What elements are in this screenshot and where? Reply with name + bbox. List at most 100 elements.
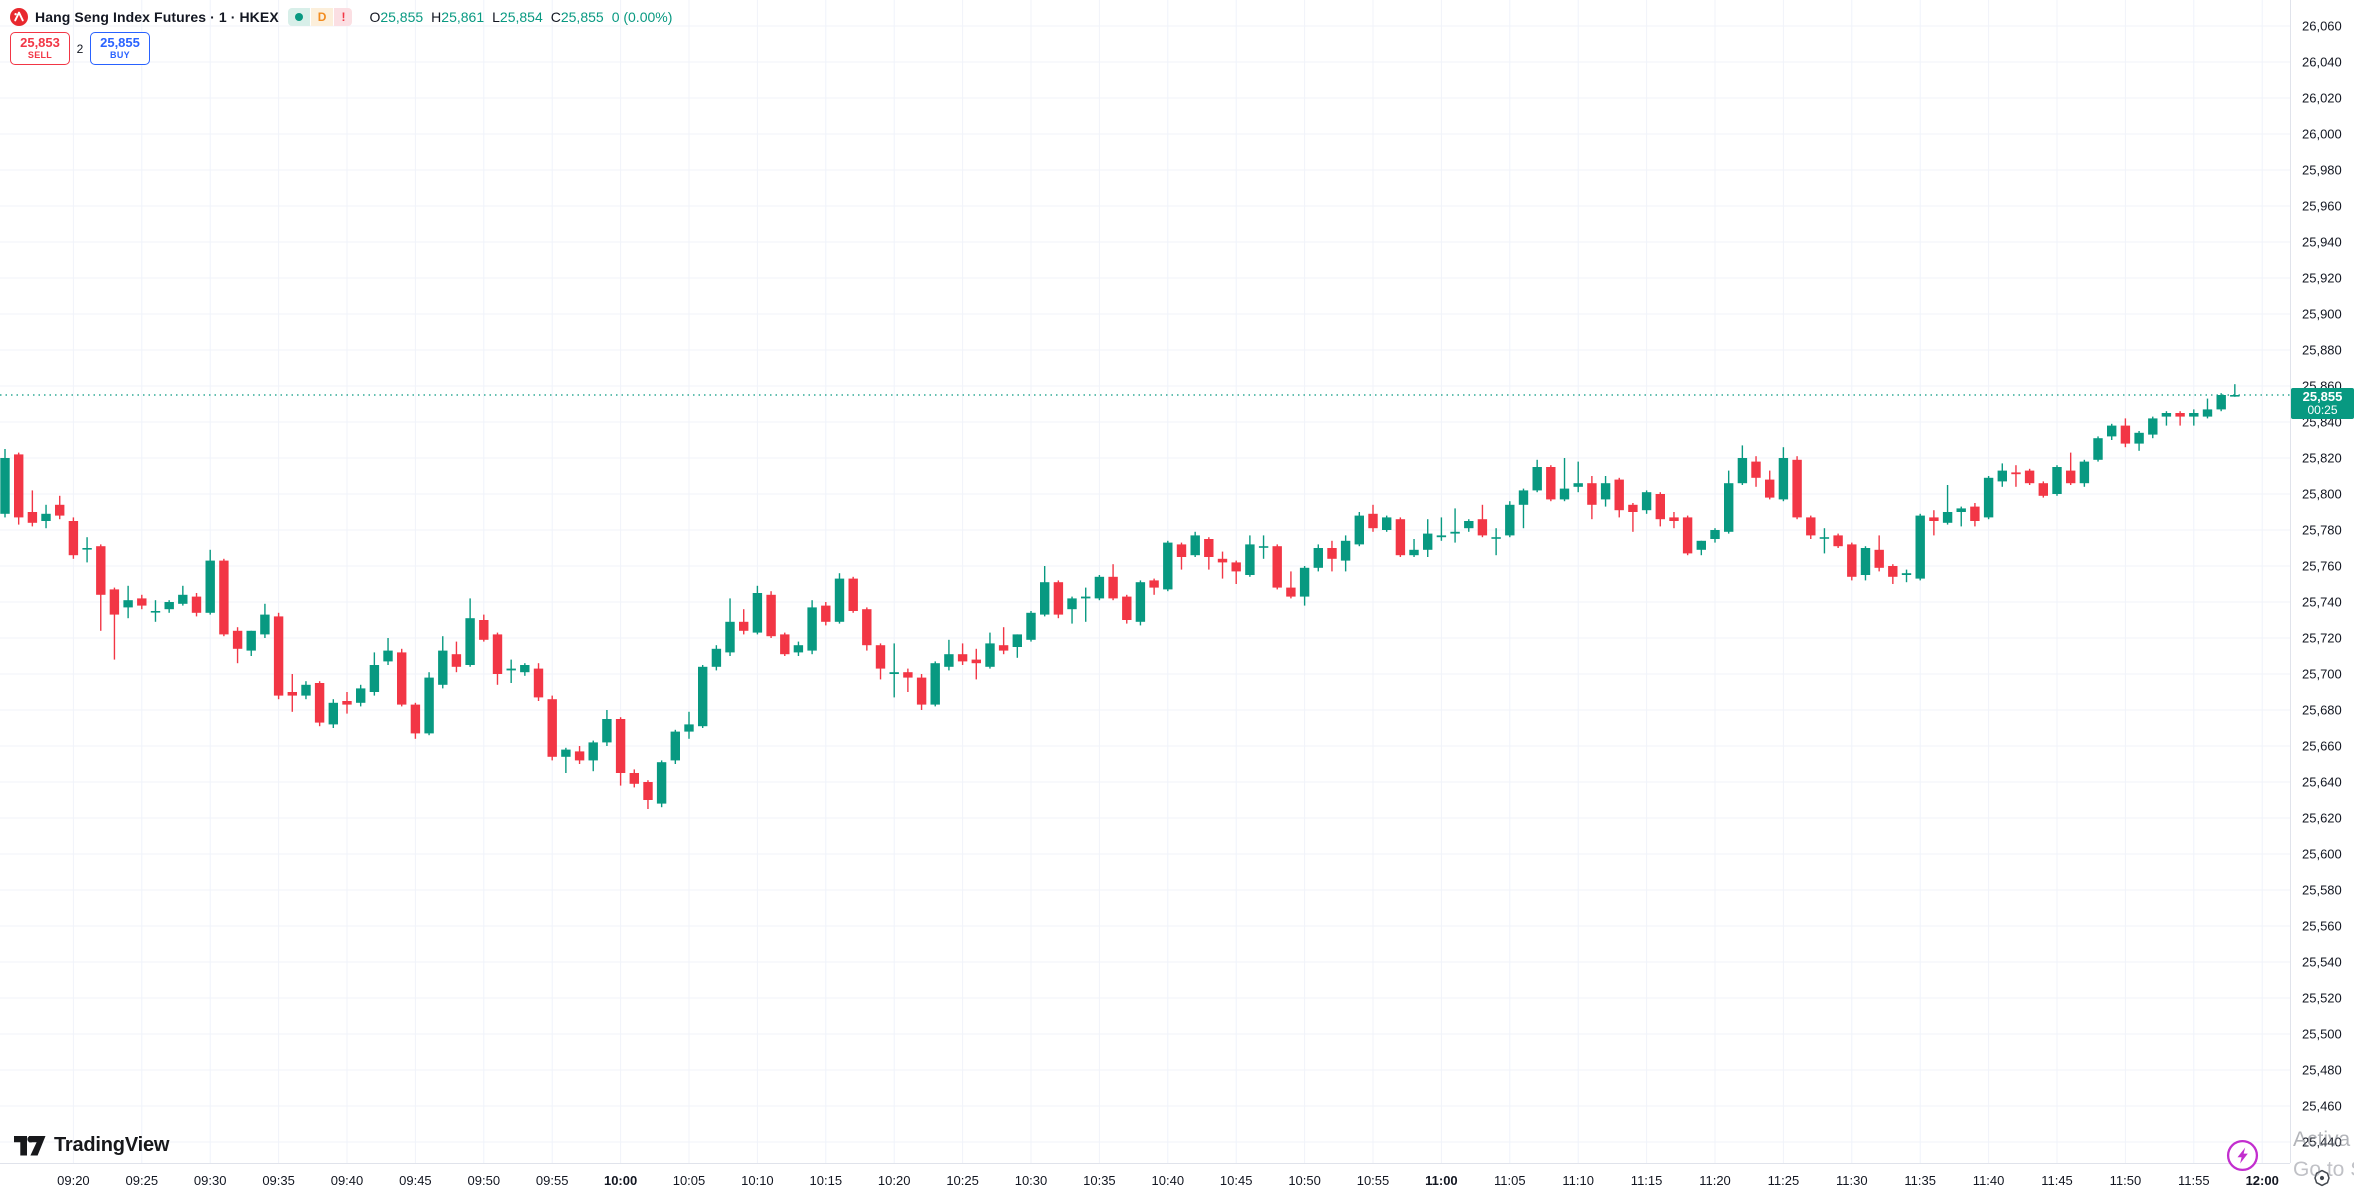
price-axis-label: 25,760 <box>2302 558 2342 574</box>
time-axis-label: 11:50 <box>2109 1173 2142 1188</box>
status-pill: D ! <box>287 8 353 26</box>
spread-value: 2 <box>76 41 84 56</box>
price-axis-label: 25,540 <box>2302 954 2342 970</box>
price-axis-label: 25,520 <box>2302 990 2342 1006</box>
time-axis-label: 09:35 <box>262 1173 295 1188</box>
price-axis-label: 25,640 <box>2302 774 2342 790</box>
time-axis-label: 11:25 <box>1767 1173 1800 1188</box>
time-axis-label: 09:20 <box>57 1173 90 1188</box>
price-axis-label: 25,660 <box>2302 738 2342 754</box>
time-axis-label: 09:30 <box>193 1173 227 1188</box>
broker-logo-icon <box>10 8 28 26</box>
price-axis-label: 25,900 <box>2302 306 2342 322</box>
time-axis-label: 10:00 <box>603 1173 638 1188</box>
time-axis-label: 10:45 <box>1219 1173 1253 1188</box>
price-axis-label: 25,600 <box>2302 846 2342 862</box>
sell-label: SELL <box>27 49 53 60</box>
time-axis-label: 12:00 <box>2245 1173 2279 1188</box>
open-value: 25,855 <box>380 9 424 25</box>
price-axis-label: 25,620 <box>2302 810 2342 826</box>
price-axis-label: 25,720 <box>2302 630 2342 646</box>
change-value: 0 (0.00%) <box>611 9 673 25</box>
daily-interval-badge[interactable]: D <box>310 8 334 26</box>
axis-settings-gear-icon[interactable] <box>2312 1168 2332 1188</box>
sell-button[interactable]: 25,853 SELL <box>10 32 70 65</box>
price-axis-label: 25,440 <box>2302 1134 2342 1150</box>
price-axis-label: 25,460 <box>2302 1098 2342 1114</box>
open-label: O <box>369 9 381 25</box>
tradingview-wordmark: TradingView <box>54 1134 170 1156</box>
time-axis-label: 11:30 <box>1836 1173 1868 1188</box>
time-axis-label: 09:25 <box>125 1173 159 1188</box>
market-status-dot-icon[interactable] <box>287 8 310 26</box>
price-axis-label: 25,740 <box>2302 594 2342 610</box>
time-axis-label: 10:05 <box>672 1173 706 1188</box>
bar-countdown: 00:25 <box>2307 403 2338 417</box>
time-axis-label: 10:35 <box>1083 1173 1116 1188</box>
buy-button[interactable]: 25,855 BUY <box>90 32 150 65</box>
time-axis-label: 09:55 <box>535 1173 569 1188</box>
time-axis-label: 09:45 <box>399 1173 432 1188</box>
buy-price: 25,855 <box>100 35 140 51</box>
time-axis-label: 11:45 <box>2041 1173 2073 1188</box>
time-axis-label: 11:20 <box>1699 1173 1731 1188</box>
price-axis-label: 25,780 <box>2302 522 2342 538</box>
current-price-value: 25,855 <box>2302 389 2343 404</box>
price-axis-label: 25,960 <box>2302 198 2342 214</box>
price-axis-label: 25,700 <box>2302 666 2342 682</box>
price-axis-label: 26,060 <box>2302 18 2342 34</box>
price-axis-label: 25,560 <box>2302 918 2342 934</box>
time-axis[interactable]: 09:20 09:25 09:30 09:35 09:40 09:45 09:50 09:55… <box>0 1163 2354 1196</box>
price-axis-label: 25,480 <box>2302 1062 2342 1078</box>
sell-price: 25,853 <box>20 35 60 51</box>
price-axis-label: 25,940 <box>2302 234 2342 250</box>
price-axis-label: 26,020 <box>2302 90 2342 106</box>
time-axis-label: 10:15 <box>809 1173 843 1188</box>
time-axis-label: 10:25 <box>946 1173 979 1188</box>
time-axis-label: 10:40 <box>1151 1173 1185 1188</box>
price-axis-label: 25,980 <box>2302 162 2342 178</box>
time-axis-label: 10:10 <box>741 1173 774 1188</box>
ohlc-readout: O25,855 H25,861 L25,854 C25,855 0 (0.00%… <box>361 9 672 25</box>
axis-corner <box>2290 1163 2354 1196</box>
time-axis-label: 10:30 <box>1014 1173 1048 1188</box>
time-axis-label: 10:55 <box>1356 1173 1390 1188</box>
symbol-legend: Hang Seng Index Futures · 1 · HKEX D ! O… <box>10 6 672 28</box>
price-axis[interactable]: 26,060 26,040 26,020 26,000 25,980 25,960 25,9… <box>2290 0 2354 1163</box>
price-axis-label: 25,880 <box>2302 342 2342 358</box>
time-axis-label: 10:50 <box>1288 1173 1321 1188</box>
low-value: 25,854 <box>499 9 543 25</box>
time-axis-label: 11:40 <box>1972 1173 2005 1188</box>
time-axis-label: 10:20 <box>877 1173 911 1188</box>
price-axis-label: 25,580 <box>2302 882 2342 898</box>
low-label: L <box>492 9 500 25</box>
close-label: C <box>550 9 561 25</box>
alert-badge[interactable]: ! <box>334 8 353 26</box>
time-axis-label: 09:50 <box>467 1173 501 1188</box>
price-axis-label: 26,000 <box>2302 126 2342 142</box>
time-axis-label: 11:10 <box>1562 1173 1594 1188</box>
price-axis-label: 25,800 <box>2302 486 2342 502</box>
time-axis-label: 09:40 <box>330 1173 364 1188</box>
price-axis-label: 25,820 <box>2302 450 2342 466</box>
tradingview-logo[interactable]: TradingView <box>14 1134 169 1157</box>
order-panel: 25,853 SELL 2 25,855 BUY <box>10 32 150 65</box>
time-axis-label: 11:00 <box>1425 1173 1458 1188</box>
price-axis-label: 25,500 <box>2302 1026 2342 1042</box>
buy-label: BUY <box>110 49 130 60</box>
close-value: 25,855 <box>560 9 604 25</box>
time-axis-label: 11:55 <box>2178 1173 2210 1188</box>
high-label: H <box>431 9 442 25</box>
time-axis-label: 11:15 <box>1630 1173 1663 1188</box>
high-value: 25,861 <box>441 9 485 25</box>
tradingview-logo-icon <box>14 1135 46 1155</box>
current-price-tag: 25,855 00:25 <box>2291 388 2354 419</box>
price-axis-label: 26,040 <box>2302 54 2342 70</box>
time-axis-label: 11:35 <box>1904 1173 1936 1188</box>
lightning-trade-icon[interactable] <box>2226 1139 2259 1172</box>
price-axis-label: 25,920 <box>2302 270 2342 286</box>
time-axis-label: 11:05 <box>1494 1173 1526 1188</box>
symbol-title[interactable]: Hang Seng Index Futures · 1 · HKEX <box>35 9 279 25</box>
